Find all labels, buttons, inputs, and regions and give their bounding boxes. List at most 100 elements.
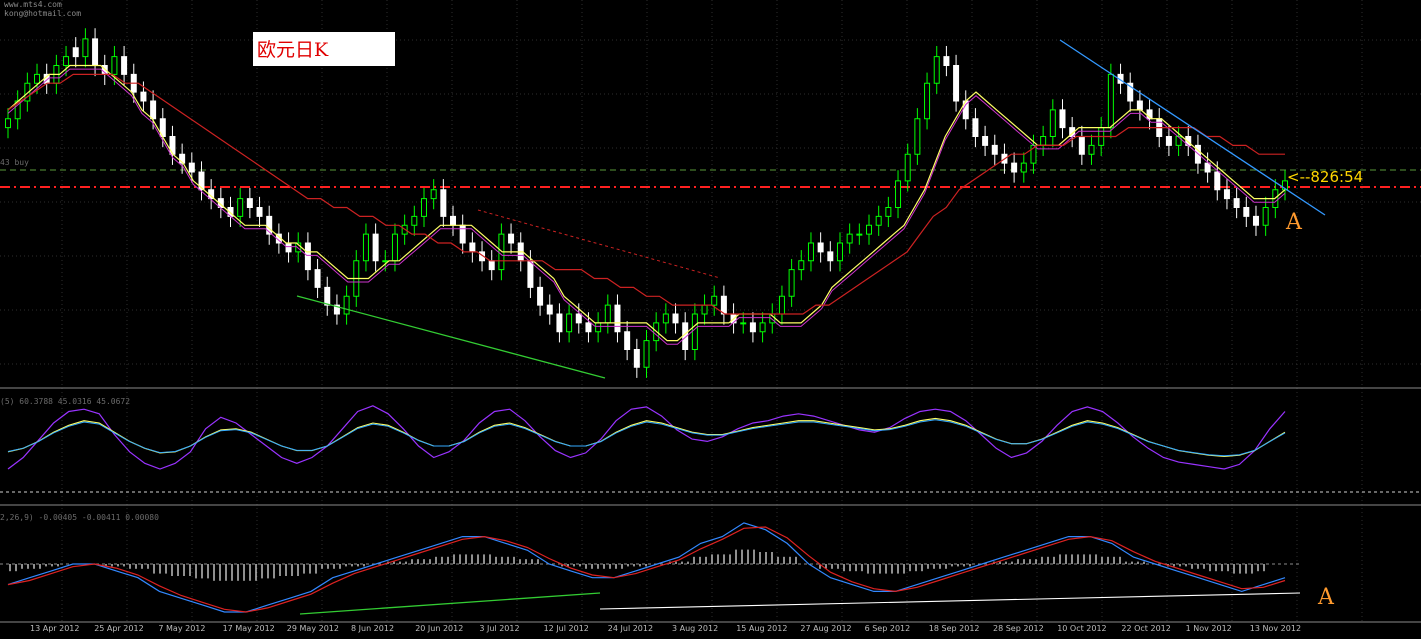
candle-body bbox=[1049, 109, 1056, 137]
oscillator-line-c bbox=[7, 419, 1286, 457]
candle-body bbox=[430, 189, 437, 200]
candle-body bbox=[527, 260, 534, 288]
candle-body bbox=[759, 322, 766, 333]
x-tick-label: 7 May 2012 bbox=[158, 624, 206, 633]
candle-body bbox=[5, 118, 11, 129]
candle-body bbox=[92, 38, 99, 66]
trend-line-lower bbox=[296, 295, 606, 379]
candle-body bbox=[1136, 100, 1143, 111]
x-tick-label: 13 Apr 2012 bbox=[30, 624, 80, 633]
x-tick-label: 28 Sep 2012 bbox=[993, 624, 1044, 633]
mark-a-macd: A bbox=[1318, 585, 1334, 610]
candle-body bbox=[604, 304, 611, 324]
candle-body bbox=[1243, 207, 1250, 217]
candle-body bbox=[817, 242, 824, 253]
candle-body bbox=[807, 242, 814, 262]
candle-body bbox=[798, 260, 805, 271]
candle-body bbox=[1059, 109, 1066, 129]
candle-body bbox=[982, 136, 989, 146]
candle-body bbox=[82, 38, 89, 58]
x-tick-label: 12 Jul 2012 bbox=[543, 624, 589, 633]
dashed-divergence bbox=[477, 209, 721, 279]
macd-white-trend bbox=[599, 592, 1301, 610]
candle-body bbox=[575, 313, 582, 324]
candle-body bbox=[237, 198, 244, 217]
candle-body bbox=[1020, 162, 1027, 173]
candle-body bbox=[904, 153, 911, 182]
candle-body bbox=[285, 242, 292, 253]
candle-body bbox=[885, 207, 892, 217]
candle-body bbox=[179, 153, 186, 164]
candle-body bbox=[246, 198, 253, 208]
candle-body bbox=[836, 242, 843, 262]
candle-body bbox=[856, 233, 863, 236]
candle-body bbox=[711, 295, 718, 306]
x-tick-label: 13 Nov 2012 bbox=[1249, 624, 1302, 633]
candle-body bbox=[1127, 82, 1134, 102]
candle-body bbox=[914, 118, 921, 155]
candle-body bbox=[362, 233, 369, 262]
candle-body bbox=[846, 233, 853, 244]
candle-body bbox=[1107, 73, 1114, 129]
grid bbox=[0, 0, 1421, 623]
ma-mid-line bbox=[7, 68, 1286, 345]
candle-body bbox=[933, 56, 940, 84]
candle-body bbox=[672, 313, 679, 324]
candle-body bbox=[1146, 109, 1153, 120]
x-tick-label: 27 Aug 2012 bbox=[800, 624, 852, 633]
candle-body bbox=[662, 313, 669, 324]
candle-body bbox=[469, 242, 476, 253]
candle-body bbox=[314, 269, 321, 288]
candle-body bbox=[720, 295, 727, 315]
candle-body bbox=[1078, 136, 1085, 155]
ma-fast-line bbox=[7, 64, 1286, 342]
candle-body bbox=[1040, 136, 1047, 146]
macd-label: 2,26,9) -0.00405 -0.00411 0.00080 bbox=[0, 513, 159, 522]
candle-body bbox=[488, 260, 495, 271]
macd-green-trend bbox=[299, 592, 601, 615]
candle-body bbox=[1175, 136, 1182, 146]
candle-body bbox=[566, 313, 573, 333]
candle-body bbox=[63, 56, 70, 66]
trend-line-down bbox=[1059, 39, 1326, 216]
x-tick-label: 3 Jul 2012 bbox=[479, 624, 520, 633]
candle-body bbox=[827, 251, 834, 262]
candle-body bbox=[701, 304, 708, 315]
candle-body bbox=[991, 144, 998, 155]
candle-body bbox=[1223, 189, 1230, 200]
candle-body bbox=[121, 56, 128, 75]
candle-body bbox=[633, 349, 640, 368]
candle-body bbox=[24, 82, 31, 102]
candle-body bbox=[788, 269, 795, 297]
candle-body bbox=[740, 322, 747, 325]
candle-body bbox=[943, 56, 950, 66]
candle-body bbox=[624, 331, 631, 350]
candle-body bbox=[1262, 207, 1269, 226]
candle-body bbox=[256, 207, 263, 217]
macd-panel bbox=[0, 522, 1301, 615]
oscillator-panel bbox=[0, 405, 1421, 493]
macd-line bbox=[7, 522, 1286, 613]
candle-body bbox=[614, 304, 621, 333]
chart-title-text: 欧元日K bbox=[257, 39, 329, 61]
x-tick-label: 29 May 2012 bbox=[286, 624, 339, 633]
candle-body bbox=[508, 233, 515, 244]
candle-body bbox=[34, 73, 41, 84]
candle-body bbox=[643, 340, 650, 368]
x-tick-label: 18 Sep 2012 bbox=[928, 624, 980, 633]
candle-body bbox=[72, 47, 79, 58]
candle-body bbox=[1233, 198, 1240, 208]
candle-body bbox=[140, 91, 147, 102]
header-line-2: kong@hotmail.com bbox=[4, 9, 82, 18]
candle-body bbox=[324, 286, 331, 306]
oscillator-line-a bbox=[7, 405, 1286, 470]
candle-body bbox=[333, 304, 340, 315]
candle-body bbox=[391, 233, 398, 262]
candle-body bbox=[972, 118, 979, 137]
x-tick-label: 20 Jun 2012 bbox=[415, 624, 464, 633]
candle-body bbox=[1252, 215, 1259, 226]
candle-body bbox=[440, 189, 447, 217]
candle-body bbox=[749, 322, 756, 333]
candle-body bbox=[382, 260, 389, 263]
